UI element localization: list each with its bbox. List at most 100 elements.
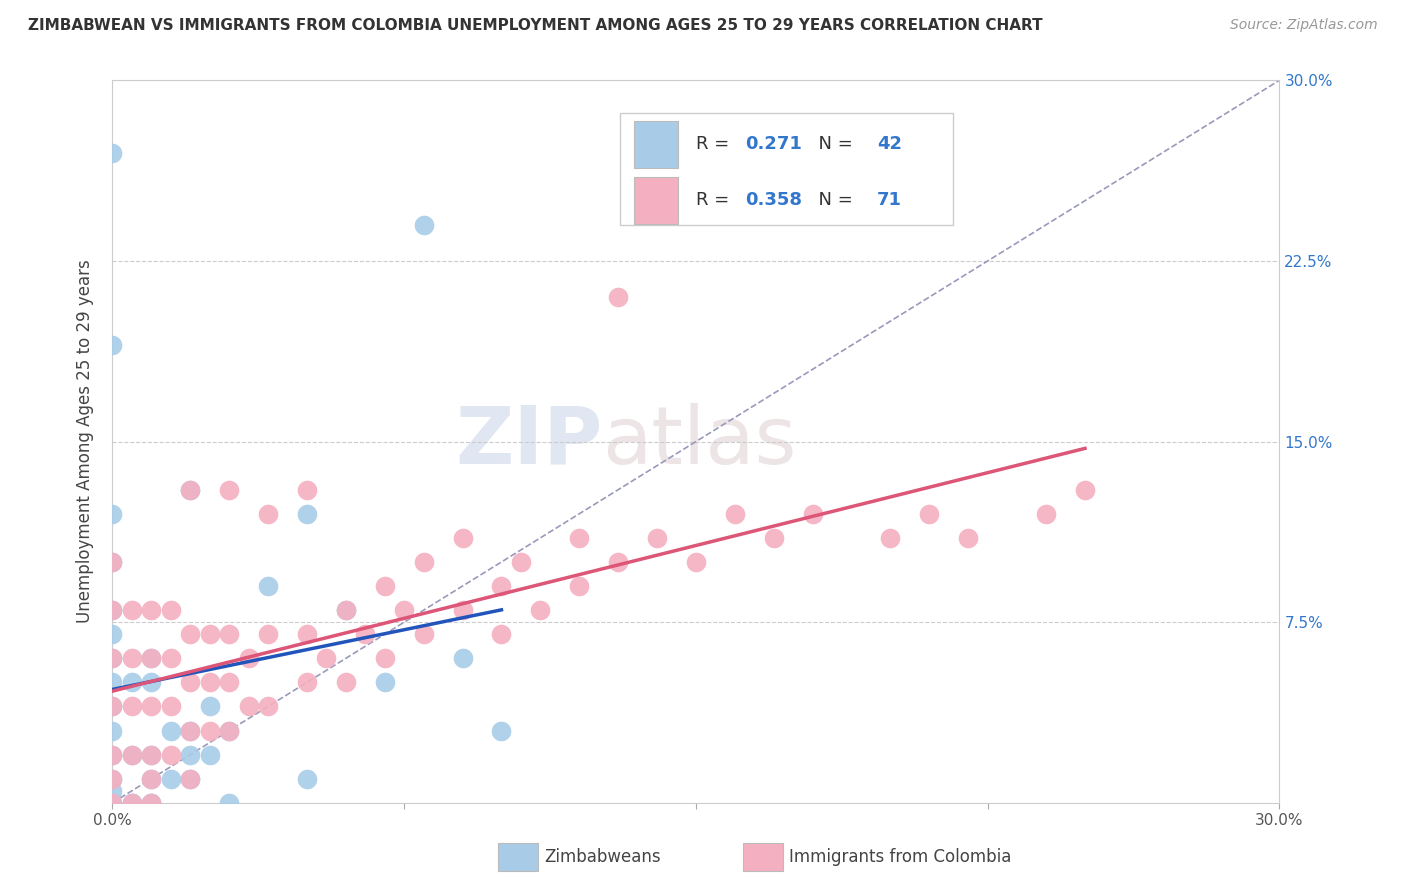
Point xyxy=(568,531,591,545)
Point xyxy=(529,603,551,617)
Point xyxy=(315,651,337,665)
Text: N =: N = xyxy=(807,136,858,153)
Point xyxy=(451,651,474,665)
Text: ZIMBABWEAN VS IMMIGRANTS FROM COLOMBIA UNEMPLOYMENT AMONG AGES 25 TO 29 YEARS CO: ZIMBABWEAN VS IMMIGRANTS FROM COLOMBIA U… xyxy=(28,18,1043,33)
Point xyxy=(491,723,513,738)
Point xyxy=(257,699,280,714)
Bar xyxy=(498,843,538,871)
Point xyxy=(879,531,901,545)
Point xyxy=(762,531,785,545)
Point xyxy=(374,579,396,593)
Point xyxy=(238,651,260,665)
Point xyxy=(374,651,396,665)
Text: 0.358: 0.358 xyxy=(745,191,801,209)
Bar xyxy=(620,112,953,225)
Text: Immigrants from Colombia: Immigrants from Colombia xyxy=(789,848,1012,866)
Point xyxy=(179,627,201,641)
Point xyxy=(179,483,201,497)
Point xyxy=(335,675,357,690)
Point xyxy=(121,796,143,810)
Point xyxy=(101,675,124,690)
Point xyxy=(160,651,183,665)
Point xyxy=(101,603,124,617)
Point xyxy=(412,218,434,232)
Point xyxy=(218,675,240,690)
Point xyxy=(141,603,163,617)
Point xyxy=(160,603,183,617)
Point xyxy=(607,555,630,569)
Point xyxy=(568,579,591,593)
Point xyxy=(295,772,318,786)
Point xyxy=(412,627,434,641)
Point xyxy=(198,699,221,714)
Point xyxy=(121,747,143,762)
Point xyxy=(257,627,280,641)
Bar xyxy=(634,120,679,168)
Point xyxy=(141,796,163,810)
Point xyxy=(801,507,824,521)
Point xyxy=(724,507,747,521)
Point xyxy=(121,796,143,810)
Y-axis label: Unemployment Among Ages 25 to 29 years: Unemployment Among Ages 25 to 29 years xyxy=(76,260,94,624)
Point xyxy=(121,747,143,762)
Point xyxy=(179,772,201,786)
Point xyxy=(394,603,416,617)
Point xyxy=(374,675,396,690)
Point xyxy=(198,747,221,762)
Point xyxy=(101,796,124,810)
Point xyxy=(141,651,163,665)
Point xyxy=(218,796,240,810)
Point xyxy=(141,747,163,762)
Bar xyxy=(634,177,679,224)
Point xyxy=(101,796,124,810)
Point xyxy=(141,796,163,810)
Point xyxy=(141,772,163,786)
Text: atlas: atlas xyxy=(603,402,797,481)
Point xyxy=(101,555,124,569)
Point xyxy=(141,675,163,690)
Point xyxy=(218,627,240,641)
Point xyxy=(218,483,240,497)
Point xyxy=(218,723,240,738)
Point xyxy=(257,579,280,593)
Point xyxy=(491,627,513,641)
Point xyxy=(179,772,201,786)
Point xyxy=(335,603,357,617)
Point xyxy=(141,651,163,665)
Point xyxy=(451,603,474,617)
Point xyxy=(354,627,377,641)
Point xyxy=(412,555,434,569)
Point xyxy=(295,627,318,641)
Point xyxy=(121,796,143,810)
Point xyxy=(957,531,980,545)
Text: R =: R = xyxy=(696,191,735,209)
Point xyxy=(238,699,260,714)
Point xyxy=(101,699,124,714)
Point xyxy=(491,579,513,593)
Point xyxy=(101,747,124,762)
Point xyxy=(160,723,183,738)
Point xyxy=(101,747,124,762)
Bar xyxy=(742,843,783,871)
Point xyxy=(295,675,318,690)
Point xyxy=(160,747,183,762)
Point xyxy=(101,627,124,641)
Point xyxy=(101,651,124,665)
Text: ZIP: ZIP xyxy=(456,402,603,481)
Point xyxy=(198,627,221,641)
Point xyxy=(121,651,143,665)
Point xyxy=(179,723,201,738)
Point xyxy=(218,723,240,738)
Text: Source: ZipAtlas.com: Source: ZipAtlas.com xyxy=(1230,18,1378,32)
Point xyxy=(1074,483,1097,497)
Point xyxy=(141,796,163,810)
Point xyxy=(179,723,201,738)
Point xyxy=(451,531,474,545)
Point xyxy=(295,483,318,497)
Point xyxy=(1035,507,1057,521)
Text: Zimbabweans: Zimbabweans xyxy=(544,848,661,866)
Point xyxy=(645,531,668,545)
Point xyxy=(509,555,531,569)
Point xyxy=(295,507,318,521)
Point xyxy=(918,507,941,521)
